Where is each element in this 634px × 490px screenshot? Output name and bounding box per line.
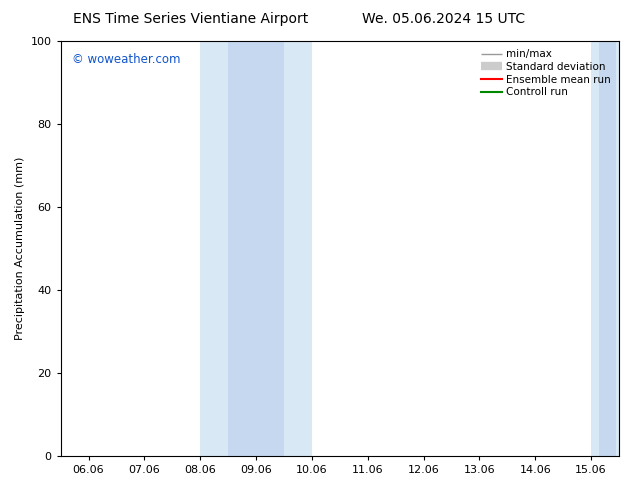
Text: ENS Time Series Vientiane Airport: ENS Time Series Vientiane Airport — [72, 12, 308, 26]
Y-axis label: Precipitation Accumulation (mm): Precipitation Accumulation (mm) — [15, 157, 25, 340]
Bar — [591, 41, 619, 456]
Bar — [228, 41, 284, 456]
Bar — [200, 41, 312, 456]
Text: We. 05.06.2024 15 UTC: We. 05.06.2024 15 UTC — [362, 12, 526, 26]
Bar — [600, 41, 616, 456]
Text: © woweather.com: © woweather.com — [72, 53, 180, 67]
Legend: min/max, Standard deviation, Ensemble mean run, Controll run: min/max, Standard deviation, Ensemble me… — [478, 46, 614, 100]
